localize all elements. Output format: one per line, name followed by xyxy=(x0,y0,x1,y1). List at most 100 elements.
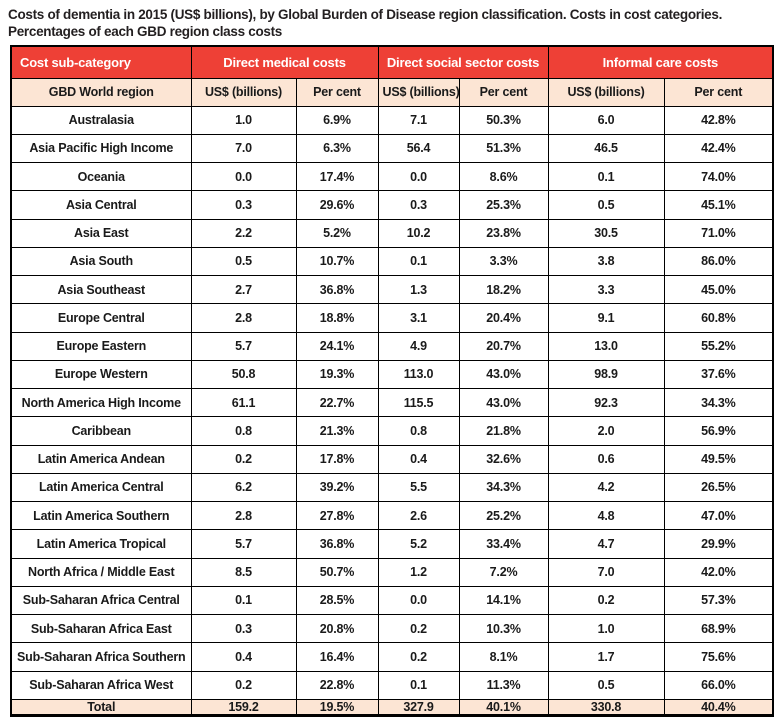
table-row: Sub-Saharan Africa Southern 0.4 16.4% 0.… xyxy=(10,642,774,672)
table-body: Australasia 1.0 6.9% 7.1 50.3% 6.0 42.8%… xyxy=(10,105,774,700)
region-cell: Latin America Southern xyxy=(10,500,192,531)
value-cell: 2.2 xyxy=(190,218,297,248)
table-row: Caribbean 0.8 21.3% 0.8 21.8% 2.0 56.9% xyxy=(10,416,774,446)
region-cell: Asia Pacific High Income xyxy=(10,133,192,164)
table-row: Asia Pacific High Income 7.0 6.3% 56.4 5… xyxy=(10,133,774,164)
value-cell: 1.3 xyxy=(377,274,460,305)
value-cell: 1.7 xyxy=(547,642,665,672)
value-cell: 0.1 xyxy=(547,161,665,192)
value-cell: 17.4% xyxy=(295,161,379,192)
region-cell: Europe Western xyxy=(10,359,192,390)
value-cell: 0.5 xyxy=(190,246,297,277)
table-row: Asia South 0.5 10.7% 0.1 3.3% 3.8 86.0% xyxy=(10,246,774,277)
value-cell: 13.0 xyxy=(547,331,665,361)
value-cell: 4.8 xyxy=(547,500,665,531)
value-cell: 2.8 xyxy=(190,303,297,333)
region-cell: Caribbean xyxy=(10,416,192,446)
region-cell: Asia East xyxy=(10,218,192,248)
table-row: North America High Income 61.1 22.7% 115… xyxy=(10,387,774,418)
table-row: Sub-Saharan Africa West 0.2 22.8% 0.1 11… xyxy=(10,670,774,700)
value-cell: 0.1 xyxy=(190,585,297,616)
table-row: Latin America Southern 2.8 27.8% 2.6 25.… xyxy=(10,500,774,531)
table-row: Oceania 0.0 17.4% 0.0 8.6% 0.1 74.0% xyxy=(10,161,774,192)
value-cell: 11.3% xyxy=(458,670,549,700)
table-row: Europe Western 50.8 19.3% 113.0 43.0% 98… xyxy=(10,359,774,390)
value-cell: 2.0 xyxy=(547,416,665,446)
total-label: Total xyxy=(10,699,192,716)
header-group-row: Cost sub-category Direct medical costs D… xyxy=(10,45,774,79)
value-cell: 21.8% xyxy=(458,416,549,446)
value-cell: 29.9% xyxy=(663,529,774,559)
value-cell: 43.0% xyxy=(458,387,549,418)
subheader-med-pct: Per cent xyxy=(295,77,379,107)
value-cell: 0.2 xyxy=(190,670,297,700)
value-cell: 25.2% xyxy=(458,500,549,531)
value-cell: 57.3% xyxy=(663,585,774,616)
value-cell: 86.0% xyxy=(663,246,774,277)
total-row: Total 159.2 19.5% 327.9 40.1% 330.8 40.4… xyxy=(10,699,774,716)
header-sub-row: GBD World region US$ (billions) Per cent… xyxy=(10,77,774,107)
value-cell: 6.9% xyxy=(295,105,379,135)
region-cell: Australasia xyxy=(10,105,192,135)
region-cell: Europe Central xyxy=(10,303,192,333)
value-cell: 0.0 xyxy=(377,585,460,616)
value-cell: 16.4% xyxy=(295,642,379,672)
table-row: Asia East 2.2 5.2% 10.2 23.8% 30.5 71.0% xyxy=(10,218,774,248)
region-cell: Europe Eastern xyxy=(10,331,192,361)
table-row: Latin America Andean 0.2 17.8% 0.4 32.6%… xyxy=(10,444,774,474)
value-cell: 8.1% xyxy=(458,642,549,672)
total-value-cell: 330.8 xyxy=(547,699,665,716)
value-cell: 8.6% xyxy=(458,161,549,192)
value-cell: 29.6% xyxy=(295,190,379,220)
value-cell: 50.7% xyxy=(295,557,379,587)
value-cell: 4.2 xyxy=(547,472,665,503)
value-cell: 71.0% xyxy=(663,218,774,248)
value-cell: 74.0% xyxy=(663,161,774,192)
value-cell: 0.5 xyxy=(547,670,665,700)
table-row: Europe Central 2.8 18.8% 3.1 20.4% 9.1 6… xyxy=(10,303,774,333)
value-cell: 47.0% xyxy=(663,500,774,531)
value-cell: 61.1 xyxy=(190,387,297,418)
value-cell: 43.0% xyxy=(458,359,549,390)
value-cell: 36.8% xyxy=(295,274,379,305)
subheader-med-usd: US$ (billions) xyxy=(190,77,297,107)
value-cell: 0.3 xyxy=(190,190,297,220)
value-cell: 5.5 xyxy=(377,472,460,503)
value-cell: 39.2% xyxy=(295,472,379,503)
region-cell: Latin America Tropical xyxy=(10,529,192,559)
group-header-informal-care: Informal care costs xyxy=(547,45,774,79)
value-cell: 5.7 xyxy=(190,331,297,361)
table-row: Sub-Saharan Africa East 0.3 20.8% 0.2 10… xyxy=(10,613,774,644)
value-cell: 3.3 xyxy=(547,274,665,305)
value-cell: 1.2 xyxy=(377,557,460,587)
value-cell: 8.5 xyxy=(190,557,297,587)
table-row: Europe Eastern 5.7 24.1% 4.9 20.7% 13.0 … xyxy=(10,331,774,361)
region-cell: Asia Southeast xyxy=(10,274,192,305)
value-cell: 25.3% xyxy=(458,190,549,220)
value-cell: 2.7 xyxy=(190,274,297,305)
value-cell: 49.5% xyxy=(663,444,774,474)
value-cell: 92.3 xyxy=(547,387,665,418)
region-cell: Asia Central xyxy=(10,190,192,220)
value-cell: 1.0 xyxy=(547,613,665,644)
value-cell: 26.5% xyxy=(663,472,774,503)
value-cell: 5.2 xyxy=(377,529,460,559)
value-cell: 6.2 xyxy=(190,472,297,503)
value-cell: 32.6% xyxy=(458,444,549,474)
page-title: Costs of dementia in 2015 (US$ billions)… xyxy=(8,7,723,39)
subheader-inf-pct: Per cent xyxy=(663,77,774,107)
region-cell: Sub-Saharan Africa Southern xyxy=(10,642,192,672)
value-cell: 18.2% xyxy=(458,274,549,305)
region-cell: Latin America Andean xyxy=(10,444,192,474)
table-row: Australasia 1.0 6.9% 7.1 50.3% 6.0 42.8% xyxy=(10,105,774,135)
table-row: North Africa / Middle East 8.5 50.7% 1.2… xyxy=(10,557,774,587)
value-cell: 4.7 xyxy=(547,529,665,559)
value-cell: 33.4% xyxy=(458,529,549,559)
value-cell: 22.8% xyxy=(295,670,379,700)
value-cell: 9.1 xyxy=(547,303,665,333)
region-cell: Oceania xyxy=(10,161,192,192)
value-cell: 10.2 xyxy=(377,218,460,248)
value-cell: 0.1 xyxy=(377,670,460,700)
value-cell: 27.8% xyxy=(295,500,379,531)
table-row: Asia Southeast 2.7 36.8% 1.3 18.2% 3.3 4… xyxy=(10,274,774,305)
